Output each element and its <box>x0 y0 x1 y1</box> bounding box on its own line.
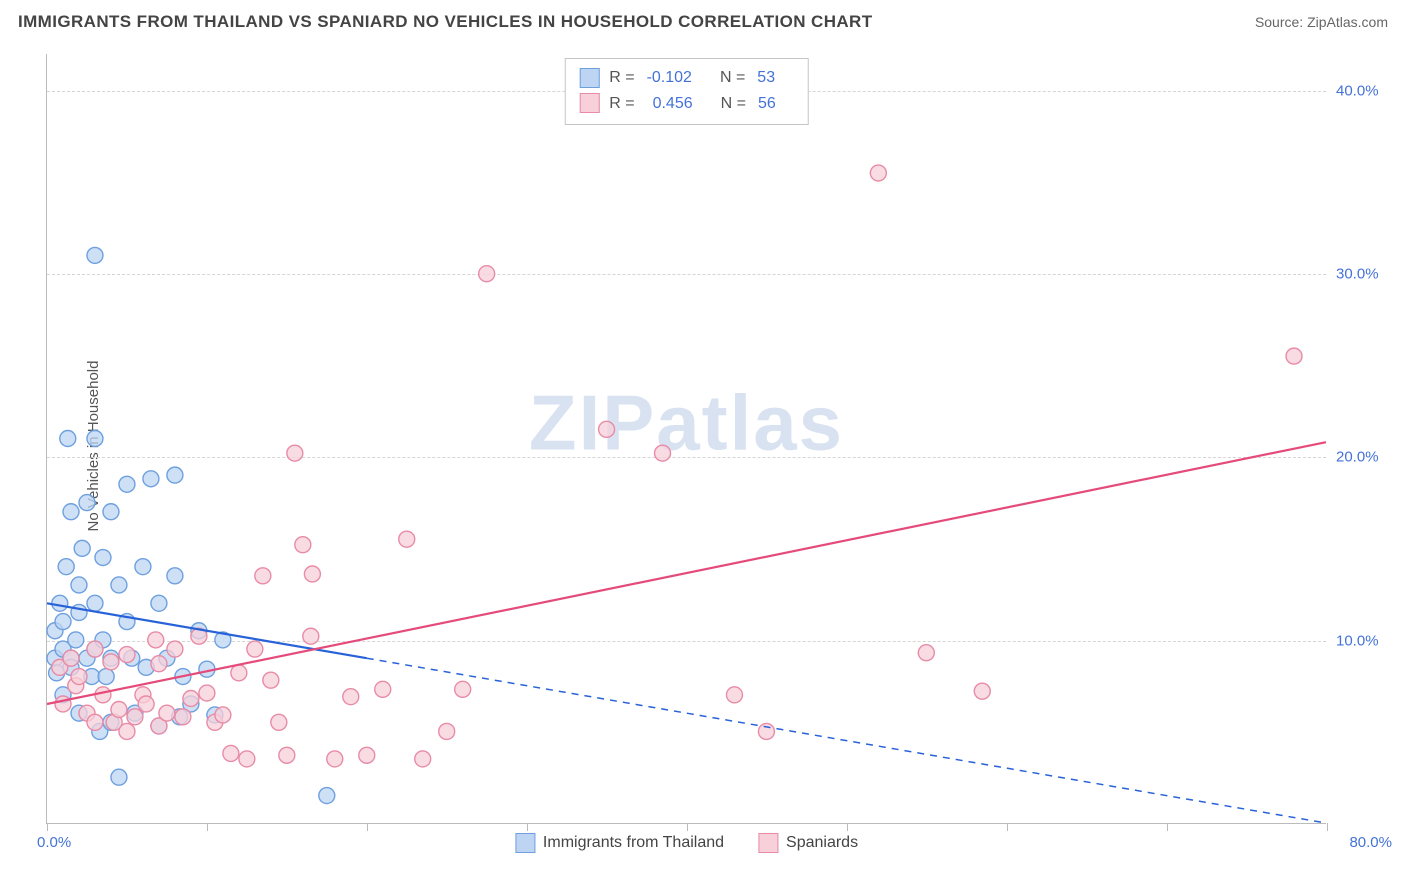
swatch-thailand <box>579 68 599 88</box>
legend-item-thailand: Immigrants from Thailand <box>515 833 724 853</box>
legend-label-spaniards: Spaniards <box>786 834 858 852</box>
legend-item-spaniards: Spaniards <box>758 833 858 853</box>
chart-title: IMMIGRANTS FROM THAILAND VS SPANIARD NO … <box>18 12 873 32</box>
chart-source: Source: ZipAtlas.com <box>1255 14 1388 30</box>
legend-label-thailand: Immigrants from Thailand <box>543 834 724 852</box>
n-value-1: 53 <box>757 65 775 91</box>
x-tick-label-min: 0.0% <box>37 834 71 851</box>
stats-row-1: R = -0.102 N = 53 <box>579 65 794 91</box>
r-value-1: -0.102 <box>647 65 692 91</box>
plot-area: ZIPatlas 10.0%20.0%30.0%40.0% 0.0% 80.0%… <box>46 54 1326 824</box>
n-value-2: 56 <box>758 91 776 117</box>
stats-box: R = -0.102 N = 53 R = 0.456 N = 56 <box>564 58 809 125</box>
chart-header: IMMIGRANTS FROM THAILAND VS SPANIARD NO … <box>18 12 1388 32</box>
legend: Immigrants from Thailand Spaniards <box>515 833 858 853</box>
y-tick-label: 20.0% <box>1336 449 1396 466</box>
x-tick-label-max: 80.0% <box>1349 834 1392 851</box>
legend-swatch-spaniards <box>758 833 778 853</box>
chart-svg <box>47 54 1326 823</box>
n-label-1: N = <box>720 65 745 91</box>
swatch-spaniards <box>579 93 599 113</box>
y-tick-label: 30.0% <box>1336 266 1396 283</box>
y-tick-label: 10.0% <box>1336 632 1396 649</box>
legend-swatch-thailand <box>515 833 535 853</box>
y-tick-label: 40.0% <box>1336 82 1396 99</box>
r-label-1: R = <box>609 65 634 91</box>
r-value-2: 0.456 <box>653 91 693 117</box>
stats-row-2: R = 0.456 N = 56 <box>579 91 794 117</box>
r-label-2: R = <box>609 91 634 117</box>
n-label-2: N = <box>721 91 746 117</box>
